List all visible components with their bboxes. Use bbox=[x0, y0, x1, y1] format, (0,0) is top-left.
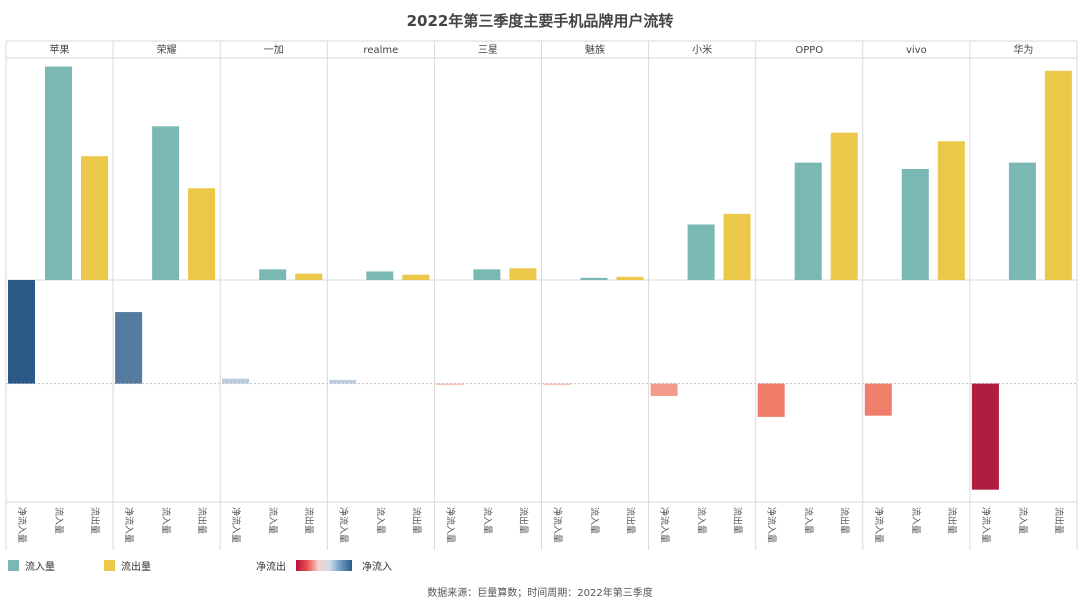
measure-tick-label: 流出量 bbox=[410, 507, 422, 534]
measure-tick-label: 流入量 bbox=[481, 507, 493, 534]
measure-tick-label: 流出量 bbox=[303, 507, 315, 534]
outflow-swatch bbox=[104, 560, 115, 571]
measure-tick-label: 流出量 bbox=[89, 507, 101, 534]
measure-tick-label: 净流入量 bbox=[123, 507, 135, 543]
measure-tick-label: 净流入量 bbox=[16, 507, 28, 543]
net-color-gradient bbox=[296, 560, 352, 571]
outflow-bar bbox=[723, 213, 751, 280]
data-source: 数据来源：巨量算数；时间周期：2022年第三季度 bbox=[427, 588, 653, 599]
outflow-bar bbox=[402, 274, 430, 280]
brand-header-label: vivo bbox=[906, 45, 927, 56]
legend-net-out-label: 净流出 bbox=[256, 562, 286, 573]
inflow-swatch bbox=[8, 560, 19, 571]
measure-tick-label: 流入量 bbox=[160, 507, 172, 534]
outflow-bar bbox=[509, 268, 537, 280]
inflow-bar bbox=[794, 162, 822, 280]
chart-title: 2022年第三季度主要手机品牌用户流转 bbox=[406, 12, 674, 30]
inflow-bar bbox=[580, 277, 608, 280]
brand-header-label: 荣耀 bbox=[157, 44, 177, 56]
net-flow-bar bbox=[115, 312, 143, 384]
measure-tick-label: 净流入量 bbox=[230, 507, 242, 543]
legend-inflow-label: 流入量 bbox=[25, 562, 55, 573]
measure-tick-label: 净流入量 bbox=[552, 507, 564, 543]
measure-tick-label: 流出量 bbox=[196, 507, 208, 534]
inflow-bar bbox=[901, 169, 929, 280]
outflow-bar bbox=[937, 141, 965, 280]
net-flow-bar bbox=[8, 280, 35, 384]
net-flow-bar bbox=[436, 383, 464, 385]
measure-tick-label: 流出量 bbox=[1053, 507, 1065, 534]
legend-net-scale: 净流出 净流入 bbox=[256, 558, 392, 573]
measure-tick-label: 流出量 bbox=[732, 507, 744, 534]
measure-tick-label: 流出量 bbox=[517, 507, 529, 534]
measure-tick-label: 净流入量 bbox=[337, 507, 349, 543]
measure-tick-label: 流出量 bbox=[625, 507, 637, 534]
brand-header-label: realme bbox=[363, 45, 398, 56]
inflow-bar bbox=[687, 224, 715, 280]
net-flow-bar bbox=[329, 379, 357, 384]
net-flow-bar bbox=[971, 383, 999, 490]
outflow-bar bbox=[1044, 70, 1072, 280]
legend-outflow-label: 流出量 bbox=[121, 562, 151, 573]
measure-tick-label: 净流入量 bbox=[980, 507, 992, 543]
measure-tick-label: 流入量 bbox=[696, 507, 708, 534]
measure-tick-label: 净流入量 bbox=[766, 507, 778, 543]
inflow-bar bbox=[473, 269, 501, 280]
measure-tick-label: 净流入量 bbox=[444, 507, 456, 543]
measure-tick-label: 流入量 bbox=[910, 507, 922, 534]
outflow-bar bbox=[830, 132, 858, 280]
outflow-bar bbox=[616, 276, 644, 280]
brand-header-label: 苹果 bbox=[50, 43, 70, 56]
legend-outflow: 流出量 bbox=[104, 558, 151, 573]
measure-tick-label: 流入量 bbox=[53, 507, 65, 534]
outflow-bar bbox=[295, 273, 323, 280]
inflow-bar bbox=[152, 126, 180, 280]
measure-tick-label: 流入量 bbox=[1017, 507, 1029, 534]
brand-header-label: OPPO bbox=[795, 45, 823, 56]
measure-tick-label: 净流入量 bbox=[659, 507, 671, 543]
legend-net-in-label: 净流入 bbox=[362, 562, 392, 573]
measure-tick-label: 净流入量 bbox=[873, 507, 885, 543]
inflow-bar bbox=[366, 271, 394, 280]
brand-header-label: 华为 bbox=[1013, 43, 1033, 56]
measure-tick-label: 流入量 bbox=[589, 507, 601, 534]
inflow-bar bbox=[259, 269, 287, 280]
measure-tick-label: 流入量 bbox=[803, 507, 815, 534]
brand-header-label: 小米 bbox=[692, 43, 712, 56]
brand-header-label: 魅族 bbox=[585, 43, 605, 56]
legend-inflow: 流入量 bbox=[8, 558, 55, 573]
measure-tick-label: 流出量 bbox=[946, 507, 958, 534]
inflow-bar bbox=[1008, 162, 1036, 280]
brand-header-label: 一加 bbox=[264, 44, 284, 56]
net-flow-bar bbox=[864, 383, 892, 416]
outflow-bar bbox=[188, 188, 216, 280]
measure-tick-label: 流出量 bbox=[839, 507, 851, 534]
measure-tick-label: 流入量 bbox=[267, 507, 279, 534]
measure-tick-label: 流入量 bbox=[374, 507, 386, 534]
brand-header-label: 三星 bbox=[478, 44, 498, 56]
net-flow-bar bbox=[222, 378, 250, 384]
net-flow-bar bbox=[543, 383, 571, 385]
net-flow-bar bbox=[650, 383, 678, 396]
inflow-bar bbox=[45, 66, 72, 281]
net-flow-bar bbox=[757, 383, 785, 417]
outflow-bar bbox=[81, 156, 108, 280]
